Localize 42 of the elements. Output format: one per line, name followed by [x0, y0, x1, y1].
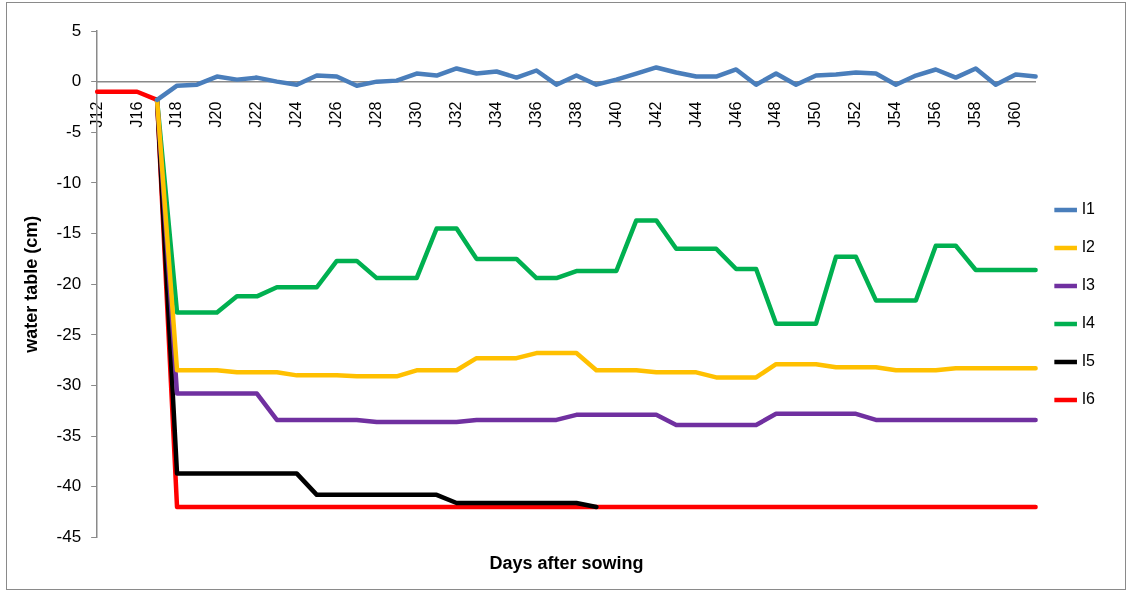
x-tick-label: J20 — [207, 101, 225, 128]
x-tick-label: J60 — [1006, 101, 1024, 128]
legend-label: I3 — [1081, 276, 1096, 294]
x-tick-label: J50 — [806, 101, 824, 128]
y-axis-title: water table (cm) — [20, 215, 41, 354]
y-tick-label: -45 — [56, 527, 82, 547]
y-tick-label: 0 — [71, 71, 82, 91]
x-tick-label: J26 — [327, 101, 345, 128]
x-tick-label: J36 — [526, 101, 544, 128]
x-tick-label: J40 — [606, 101, 624, 128]
y-tick-label: -30 — [56, 375, 82, 395]
legend-label: I2 — [1081, 238, 1096, 256]
x-tick-label: J48 — [766, 101, 784, 128]
x-tick-label: J54 — [886, 101, 904, 128]
legend-label: I6 — [1081, 390, 1096, 408]
x-tick-label: J44 — [686, 101, 704, 128]
x-tick-label: J22 — [247, 101, 265, 128]
x-tick-label: J18 — [167, 101, 185, 128]
x-tick-label: J46 — [726, 101, 744, 128]
x-tick-label: J52 — [846, 101, 864, 128]
y-tick-label: 5 — [71, 20, 82, 40]
legend-label: I1 — [1081, 200, 1096, 218]
x-tick-label: J34 — [486, 101, 504, 128]
y-tick-label: -35 — [56, 425, 82, 445]
legend-label: I5 — [1081, 352, 1096, 370]
legend-label: I4 — [1081, 314, 1096, 332]
x-tick-label: J56 — [926, 101, 944, 128]
y-tick-label: -10 — [56, 172, 82, 192]
y-tick-label: -40 — [56, 476, 82, 496]
x-tick-label: J38 — [566, 101, 584, 128]
y-tick-label: -25 — [56, 324, 82, 344]
x-tick-label: J28 — [367, 101, 385, 128]
y-tick-label: -5 — [66, 121, 82, 141]
x-tick-label: J32 — [447, 101, 464, 128]
x-tick-label: J42 — [646, 101, 664, 128]
y-tick-label: -15 — [56, 223, 82, 243]
x-axis-title: Days after sowing — [489, 553, 644, 574]
x-tick-label: J30 — [407, 101, 425, 128]
y-tick-label: -20 — [56, 273, 82, 293]
x-tick-label: J24 — [287, 101, 305, 128]
x-tick-label: J58 — [966, 101, 984, 128]
x-tick-label: J16 — [127, 101, 145, 128]
